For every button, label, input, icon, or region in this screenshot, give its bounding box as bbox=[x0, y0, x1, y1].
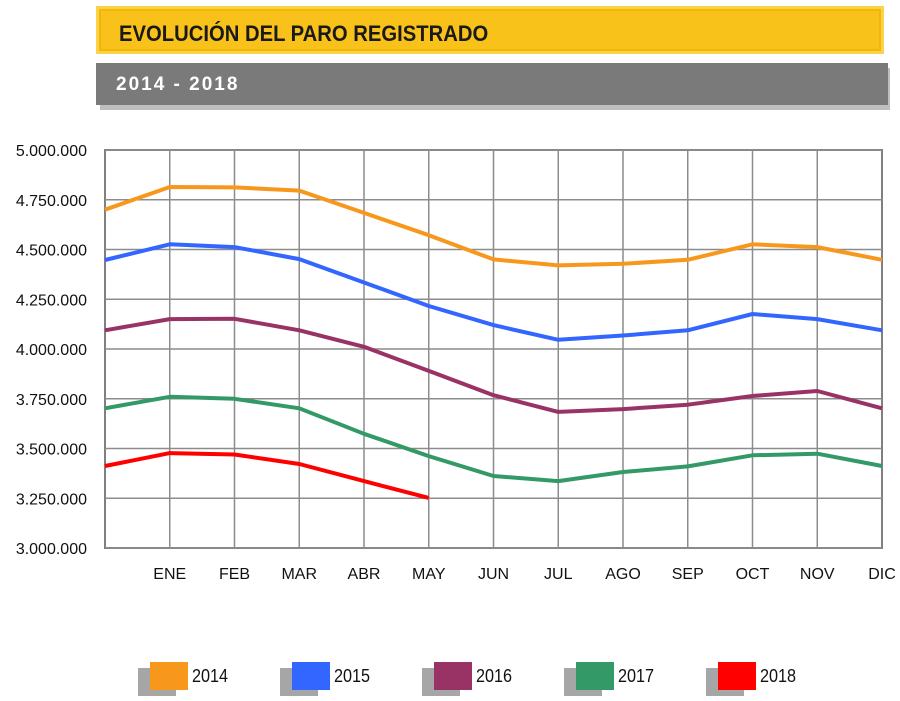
x-tick-label: ABR bbox=[348, 566, 381, 583]
x-tick-label: NOV bbox=[800, 566, 835, 583]
series-line-2014 bbox=[104, 185, 883, 268]
x-tick-label: OCT bbox=[736, 566, 770, 583]
legend-label: 2015 bbox=[334, 666, 371, 686]
series-line-2018 bbox=[104, 451, 430, 500]
y-tick-label: 3.750.000 bbox=[16, 392, 87, 409]
legend-swatch bbox=[718, 662, 756, 690]
legend-swatch bbox=[576, 662, 614, 690]
x-tick-label: FEB bbox=[219, 566, 250, 583]
line-chart: 3.000.000 3.250.000 3.500.000 3.750.000 4.00… bbox=[16, 143, 896, 583]
legend-swatch bbox=[434, 662, 472, 690]
chart-subtitle-banner: 2014 - 2018 bbox=[96, 63, 888, 105]
legend-label: 2016 bbox=[476, 666, 513, 686]
x-tick-label: ENE bbox=[153, 566, 186, 583]
x-tick-label: MAR bbox=[281, 566, 317, 583]
chart-subtitle: 2014 - 2018 bbox=[116, 74, 240, 95]
y-tick-label: 4.000.000 bbox=[16, 342, 87, 359]
series-line-2015 bbox=[104, 242, 883, 342]
x-tick-label: JUL bbox=[544, 566, 573, 583]
legend-swatch bbox=[150, 662, 188, 690]
legend-label: 2014 bbox=[192, 666, 229, 686]
legend-label: 2018 bbox=[760, 666, 797, 686]
y-tick-label: 3.500.000 bbox=[16, 442, 87, 459]
y-tick-label: 5.000.000 bbox=[16, 143, 87, 160]
x-tick-label: DIC bbox=[868, 566, 896, 583]
y-tick-label: 4.750.000 bbox=[16, 193, 87, 210]
legend-label: 2017 bbox=[618, 666, 655, 686]
y-tick-label: 3.000.000 bbox=[16, 541, 87, 558]
x-tick-label: SEP bbox=[672, 566, 704, 583]
x-tick-label: AGO bbox=[605, 566, 641, 583]
chart-title: EVOLUCIÓN DEL PARO REGISTRADO bbox=[119, 21, 489, 46]
series-line-2016 bbox=[104, 316, 883, 414]
y-tick-label: 4.250.000 bbox=[16, 292, 87, 309]
chart-legend: 2014 2015 2016 2017 2018 bbox=[0, 650, 900, 700]
x-tick-label: MAY bbox=[412, 566, 446, 583]
chart-title-banner: EVOLUCIÓN DEL PARO REGISTRADO bbox=[96, 6, 884, 54]
x-tick-label: JUN bbox=[478, 566, 509, 583]
series-line-2017 bbox=[104, 394, 883, 484]
y-tick-label: 4.500.000 bbox=[16, 243, 87, 260]
legend-swatch bbox=[292, 662, 330, 690]
y-tick-label: 3.250.000 bbox=[16, 491, 87, 508]
